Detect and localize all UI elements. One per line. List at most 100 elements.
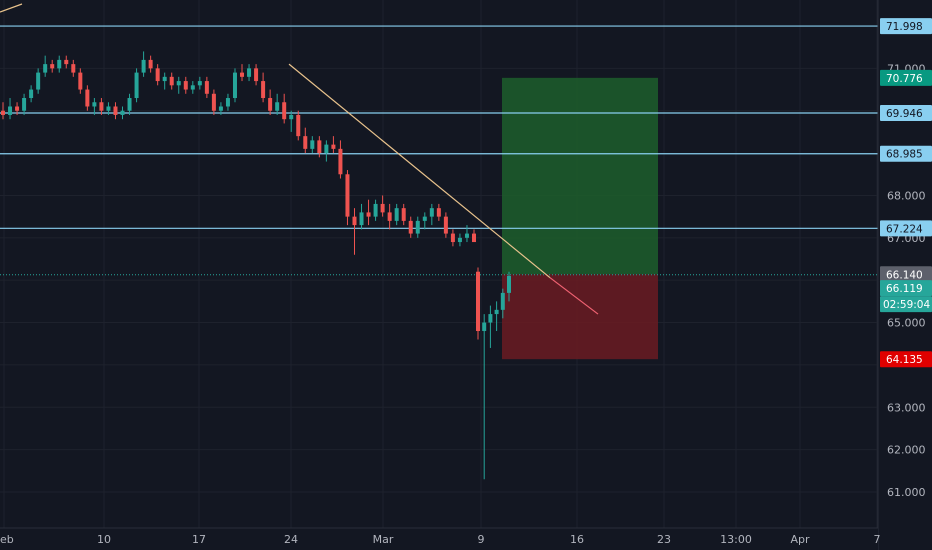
candle-body <box>50 64 55 69</box>
candle-body <box>482 322 487 332</box>
candle-body <box>457 237 462 243</box>
candle-body <box>331 144 336 149</box>
candle-body <box>408 220 413 234</box>
time-tick-label: Apr <box>790 533 810 546</box>
candle-body <box>106 106 111 111</box>
candle-body <box>64 59 69 65</box>
candle-body <box>43 64 48 73</box>
price-tag-label: 66.119 <box>886 283 923 295</box>
candle-body <box>120 110 125 115</box>
candle-body <box>476 271 480 332</box>
countdown-label: 02:59:04 <box>883 299 930 311</box>
candle-body <box>303 136 308 149</box>
candle-body <box>113 106 118 115</box>
time-tick-label: 16 <box>570 533 584 546</box>
price-tag <box>880 145 932 162</box>
time-tick-label: 24 <box>284 533 298 546</box>
candle-body <box>317 140 322 154</box>
candle-body <box>289 114 294 120</box>
candle-body <box>254 68 259 82</box>
candle-body <box>261 81 266 99</box>
candle-body <box>22 98 27 111</box>
time-tick-label: 9 <box>478 533 485 546</box>
candle-body <box>394 208 399 221</box>
price-tag-label: 66.140 <box>886 269 923 281</box>
price-tag-label: 68.985 <box>886 149 923 161</box>
candle-body <box>450 233 455 243</box>
trendline-fragment[interactable] <box>0 3 23 13</box>
candle-body <box>443 216 448 234</box>
candle-body <box>380 203 385 213</box>
candle-body <box>176 81 181 86</box>
candle-body <box>464 233 469 238</box>
candle-body <box>169 76 174 86</box>
candle-body <box>359 212 364 226</box>
candle-body <box>488 314 493 323</box>
candle-body <box>183 81 188 90</box>
candle-body <box>218 106 223 111</box>
time-tick-label: Mar <box>373 533 394 546</box>
candle-body <box>422 216 427 221</box>
candle-body <box>310 140 315 149</box>
candle-body <box>127 98 132 111</box>
grid <box>0 0 878 528</box>
projection-line[interactable] <box>549 277 599 315</box>
price-tag-label: 69.946 <box>886 108 923 120</box>
candle-body <box>85 89 90 107</box>
time-axis[interactable] <box>0 528 878 550</box>
candle-body <box>204 81 209 94</box>
time-tick-label: 13:00 <box>720 533 752 546</box>
candle-body <box>345 174 350 217</box>
profit-zone[interactable] <box>502 77 658 275</box>
candle-body <box>296 114 301 137</box>
price-tick-label: 62.000 <box>887 444 926 457</box>
price-tag-label: 70.776 <box>886 73 923 85</box>
candle-body <box>247 68 252 77</box>
candle-body <box>352 216 357 226</box>
price-tag-label: 64.135 <box>886 354 923 366</box>
price-tag <box>880 280 932 297</box>
price-tick-label: 61.000 <box>887 486 926 499</box>
candle-body <box>1 110 5 115</box>
candle-body <box>99 102 104 111</box>
candle-body <box>15 106 20 111</box>
price-tag <box>880 351 932 368</box>
candle-body <box>148 59 153 69</box>
candle-body <box>232 72 237 99</box>
countdown-tag <box>880 296 932 313</box>
candle-body <box>57 59 62 69</box>
candle-body <box>472 233 476 243</box>
price-tag <box>880 105 932 122</box>
price-tag-label: 71.998 <box>886 21 923 33</box>
price-tick-label: 63.000 <box>887 401 926 414</box>
time-tick-label: Feb <box>0 533 14 546</box>
candle-body <box>8 106 13 115</box>
candles <box>1 51 511 480</box>
time-tick-label: 7 <box>874 533 881 546</box>
loss-zone[interactable] <box>502 274 658 360</box>
time-tick-label: 10 <box>97 533 111 546</box>
candle-body <box>190 85 195 90</box>
candle-body <box>78 72 83 90</box>
candle-body <box>373 203 378 217</box>
price-tag <box>880 69 932 86</box>
candle-body <box>387 212 392 221</box>
price-tag <box>880 18 932 35</box>
candle-body <box>211 93 216 111</box>
candle-body <box>141 59 146 73</box>
candle-body <box>36 72 41 90</box>
candle-body <box>240 72 245 77</box>
candle-body <box>500 292 505 310</box>
candle-body <box>225 98 230 107</box>
candle-body <box>366 212 371 217</box>
trendline[interactable] <box>288 63 551 279</box>
candle-body <box>282 102 287 120</box>
candle-body <box>494 309 499 315</box>
candle-body <box>71 64 76 73</box>
candle-body <box>415 220 420 234</box>
candle-body <box>155 68 160 82</box>
candle-body <box>436 208 441 217</box>
candle-body <box>268 98 273 111</box>
price-tick-label: 65.000 <box>887 317 926 330</box>
